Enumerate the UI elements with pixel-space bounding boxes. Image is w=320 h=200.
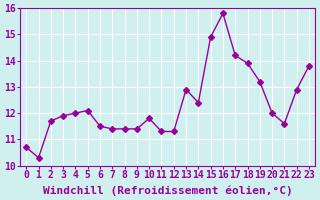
X-axis label: Windchill (Refroidissement éolien,°C): Windchill (Refroidissement éolien,°C) [43, 185, 292, 196]
